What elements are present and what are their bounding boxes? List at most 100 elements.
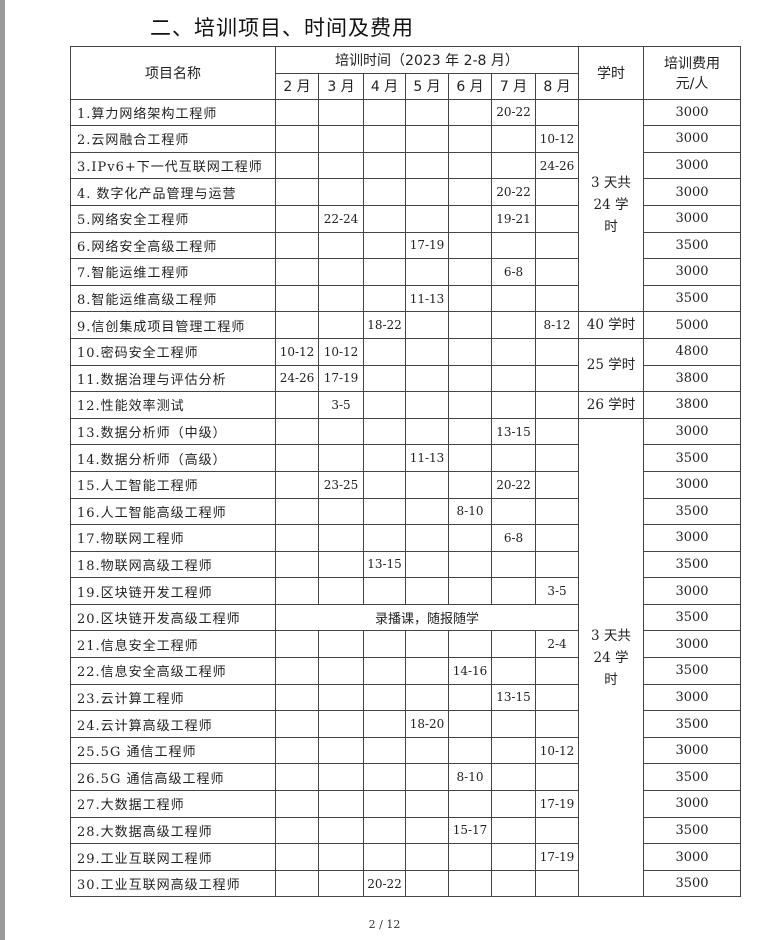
schedule-cell: 13-15 (491, 417, 536, 446)
header-fee: 培训费用元/人 (643, 46, 741, 100)
schedule-cell (448, 470, 492, 499)
project-name: 6.网络安全高级工程师 (70, 231, 276, 260)
schedule-cell (318, 630, 364, 659)
project-name: 20.区块链开发高级工程师 (70, 603, 276, 632)
schedule-cell (318, 657, 364, 685)
schedule-cell (448, 630, 492, 659)
schedule-cell (491, 364, 536, 393)
table-row: 22.信息安全高级工程师 14-16 3500 (70, 657, 741, 685)
project-name: 22.信息安全高级工程师 (70, 657, 276, 685)
schedule-cell: 17-19 (535, 843, 579, 871)
schedule-cell (405, 470, 449, 499)
schedule-cell (405, 337, 449, 366)
schedule-cell (448, 683, 492, 712)
project-name: 13.数据分析师（中级） (70, 417, 276, 446)
fee-cell: 3500 (643, 816, 741, 845)
schedule-cell: 10-12 (535, 125, 579, 153)
schedule-cell (318, 550, 364, 579)
schedule-cell (448, 843, 492, 871)
schedule-cell (448, 790, 492, 818)
fee-cell: 3000 (643, 577, 741, 605)
schedule-cell (535, 816, 579, 845)
header-month: 7 月 (491, 72, 536, 100)
schedule-cell (405, 816, 449, 845)
schedule-cell (405, 683, 449, 712)
fee-cell: 5000 (643, 311, 741, 339)
schedule-cell (491, 284, 536, 313)
schedule-cell (405, 550, 449, 579)
schedule-cell (405, 125, 449, 153)
schedule-cell (448, 710, 492, 738)
fee-cell: 3500 (643, 497, 741, 526)
schedule-cell (405, 763, 449, 792)
schedule-cell (448, 178, 492, 206)
header-month: 4 月 (363, 72, 406, 100)
schedule-cell (535, 683, 579, 712)
schedule-cell: 13-15 (491, 683, 536, 712)
project-name: 19.区块链开发工程师 (70, 577, 276, 605)
schedule-cell: 10-12 (318, 337, 364, 366)
schedule-cell (535, 364, 579, 393)
schedule-cell: 3-5 (535, 577, 579, 605)
schedule-cell: 8-12 (535, 311, 579, 339)
schedule-cell (363, 790, 406, 818)
fee-cell: 3500 (643, 231, 741, 260)
schedule-cell (405, 391, 449, 419)
project-name: 15.人工智能工程师 (70, 470, 276, 499)
table-row: 14.数据分析师（高级） 11-13 3500 (70, 444, 741, 472)
schedule-cell (491, 151, 536, 180)
schedule-cell (405, 630, 449, 659)
project-name: 9.信创集成项目管理工程师 (70, 311, 276, 339)
schedule-cell: 13-15 (363, 550, 406, 579)
schedule-cell (491, 550, 536, 579)
schedule-cell (535, 391, 579, 419)
schedule-cell (275, 391, 319, 419)
table-row: 12.性能效率测试 3-5 26 学时 3800 (70, 391, 741, 419)
schedule-cell (363, 657, 406, 685)
fee-cell: 3500 (643, 763, 741, 792)
schedule-cell (491, 311, 536, 339)
schedule-cell (363, 284, 406, 313)
schedule-cell (535, 524, 579, 552)
project-name: 25.5G 通信工程师 (70, 736, 276, 765)
schedule-cell (448, 151, 492, 180)
project-name: 21.信息安全工程师 (70, 630, 276, 659)
project-name: 12.性能效率测试 (70, 391, 276, 419)
schedule-cell (448, 444, 492, 472)
header-training-period: 培训时间（2023 年 2-8 月） (275, 46, 579, 74)
fee-cell: 3800 (643, 391, 741, 419)
schedule-cell (363, 816, 406, 845)
schedule-cell (275, 630, 319, 659)
schedule-cell (363, 231, 406, 260)
hours-cell: 3 天共 24 学时 (578, 417, 644, 898)
schedule-cell (363, 151, 406, 180)
fee-cell: 3000 (643, 843, 741, 871)
schedule-cell (275, 710, 319, 738)
header-fee-line1: 培训费用 (664, 55, 720, 72)
project-name: 26.5G 通信高级工程师 (70, 763, 276, 792)
schedule-cell (275, 816, 319, 845)
hours-cell: 26 学时 (578, 391, 644, 419)
header-fee-line2: 元/人 (675, 75, 709, 92)
schedule-cell (535, 657, 579, 685)
schedule-cell (318, 284, 364, 313)
schedule-cell (405, 497, 449, 526)
merged-schedule-note: 录播课，随报随学 (275, 603, 579, 632)
table-row: 18.物联网高级工程师 13-15 3500 (70, 550, 741, 579)
table-row: 21.信息安全工程师 2-4 3000 (70, 630, 741, 659)
schedule-cell (318, 683, 364, 712)
schedule-cell: 23-25 (318, 470, 364, 499)
schedule-cell (405, 790, 449, 818)
schedule-cell (318, 577, 364, 605)
fee-cell: 3000 (643, 178, 741, 206)
project-name: 16.人工智能高级工程师 (70, 497, 276, 526)
schedule-cell (448, 364, 492, 393)
table-row: 10.密码安全工程师 10-12 10-12 25 学时 4800 (70, 337, 741, 393)
fee-cell: 3000 (643, 125, 741, 153)
schedule-cell (448, 284, 492, 313)
schedule-cell (275, 98, 319, 127)
schedule-cell (318, 816, 364, 845)
schedule-cell (535, 763, 579, 792)
fee-cell: 3000 (643, 151, 741, 180)
